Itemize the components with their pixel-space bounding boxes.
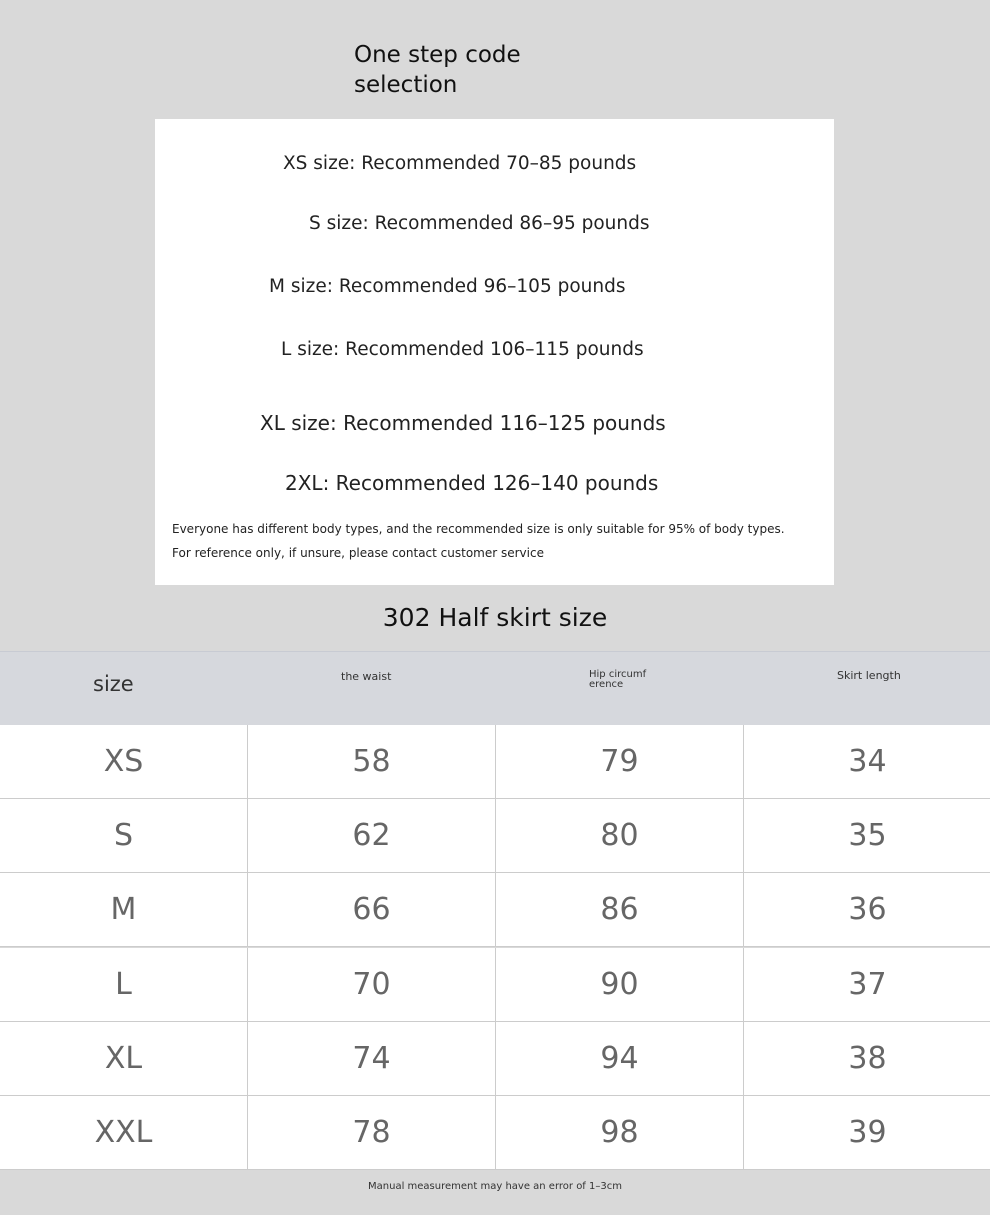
table-cell: 80 [496,799,744,874]
recommendation: M size: Recommended 96–105 pounds [269,276,626,297]
table-row: S 62 80 35 [0,799,990,874]
table-cell: 98 [496,1096,744,1170]
recommend-box: Everyone has different body types, and t… [155,119,834,585]
footer-note: Manual measurement may have an error of … [368,1181,622,1192]
table-cell: L [0,947,248,1022]
table-cell: 62 [248,799,496,874]
table-title: 302 Half skirt size [382,603,608,632]
recommendation: XL size: Recommended 116–125 pounds [260,411,666,435]
table-row: XL 74 94 38 [0,1021,990,1096]
column-header: Skirt length [837,669,901,682]
note: Everyone has different body types, and t… [172,522,785,560]
recommendation: 2XL: Recommended 126–140 pounds [285,471,659,495]
table-cell: S [0,799,248,874]
table-cell: XXL [0,1096,248,1170]
recommendation: L size: Recommended 106–115 pounds [281,339,644,360]
table-cell: 90 [496,947,744,1022]
table-row: M 66 86 36 [0,873,990,948]
table-row: L 70 90 37 [0,947,990,1022]
title: One step code selection [354,42,521,98]
table-cell: M [0,873,248,948]
table-cell: 35 [744,799,990,873]
table-cell: 86 [496,873,744,948]
recommendation: S size: Recommended 86–95 pounds [309,213,650,234]
table-header: size the waist Hip circumference Skirt leng… [0,651,990,725]
table-cell: 78 [248,1096,496,1170]
column-header: the waist [341,670,392,683]
table-cell: 94 [496,1021,744,1096]
column-header: Hip circumference [589,669,647,690]
table-cell: XS [0,725,248,799]
table-cell: 74 [248,1021,496,1096]
table-cell: 36 [744,873,990,947]
table-row: XXL 78 98 39 [0,1096,990,1170]
table-cell: 39 [744,1096,990,1170]
table-cell: 34 [744,725,990,799]
table-cell: 66 [248,873,496,948]
table-cell: 37 [744,948,990,1022]
table-cell: 58 [248,725,496,799]
table-cell: 70 [248,947,496,1022]
table-cell: 38 [744,1022,990,1096]
table-cell: XL [0,1021,248,1096]
column-header: size [93,672,134,696]
table-cell: 79 [496,725,744,799]
recommendation: XS size: Recommended 70–85 pounds [283,153,637,174]
table-row: XS 58 79 34 [0,725,990,799]
